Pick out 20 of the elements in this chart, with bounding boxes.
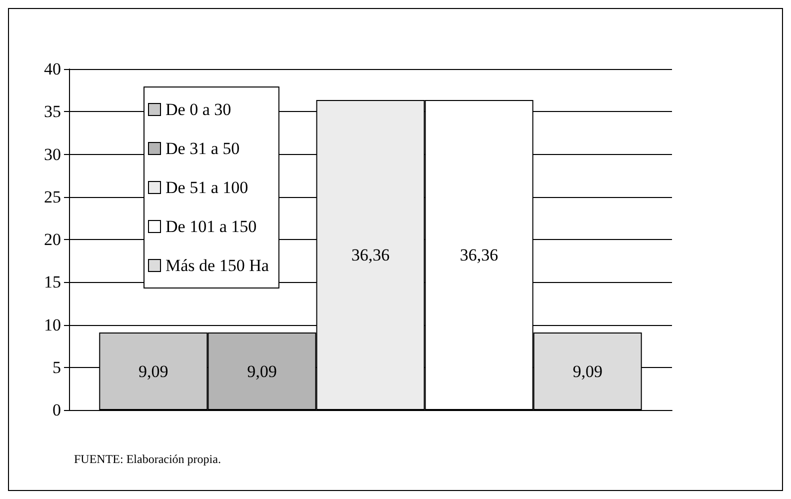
- legend-label: Más de 150 Ha: [166, 256, 270, 275]
- legend-label: De 31 a 50: [166, 139, 240, 158]
- source-note: FUENTE: Elaboración propia.: [74, 452, 221, 466]
- y-tick-label: 35: [44, 102, 61, 122]
- y-tick-label: 0: [52, 400, 61, 420]
- y-tick-label: 10: [44, 315, 61, 334]
- data-label: 9,09: [572, 362, 602, 381]
- y-tick-label: 30: [44, 144, 61, 164]
- y-tick-label: 25: [44, 187, 61, 206]
- legend-label: De 51 a 100: [166, 178, 248, 197]
- legend-label: De 101 a 150: [166, 217, 257, 236]
- data-label: 9,09: [138, 362, 168, 381]
- y-tick-label: 5: [52, 358, 61, 377]
- y-tick-label: 40: [44, 60, 61, 78]
- y-tick-label: 20: [44, 230, 61, 249]
- data-label: 9,09: [247, 362, 277, 381]
- legend-label: De 0 a 30: [166, 100, 232, 119]
- y-tick-label: 15: [44, 272, 61, 292]
- data-label: 36,36: [460, 246, 498, 265]
- data-label: 36,36: [351, 246, 390, 265]
